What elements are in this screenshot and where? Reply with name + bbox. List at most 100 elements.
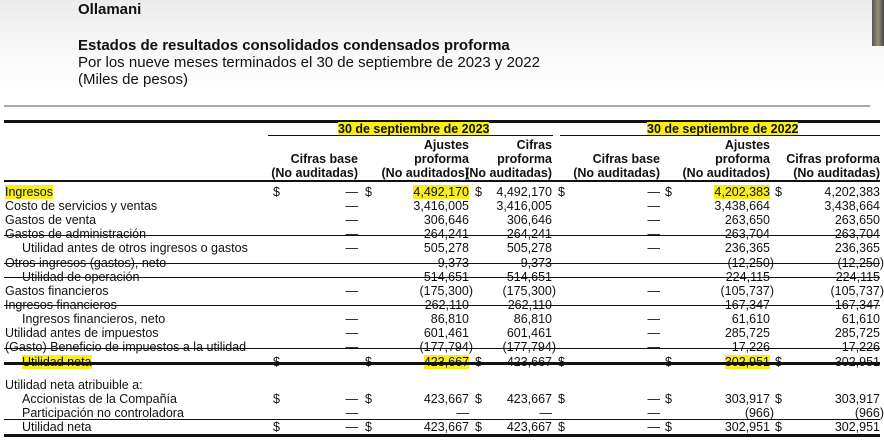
column-header: Cifras base: [290, 152, 358, 166]
cell-value: 86,810: [430, 312, 469, 326]
cell-value: 306,646: [506, 213, 552, 227]
currency-sign: $: [775, 392, 782, 406]
cell-value: 263,704: [724, 227, 770, 241]
cell-value: 423,667: [423, 420, 469, 434]
cell-value: —: [345, 199, 359, 213]
table-row: Ingresos financieros —262,110 262,110—167,…: [0, 298, 884, 312]
attrib-title: Utilidad neta atribuible a:: [5, 378, 143, 392]
table-row: Gastos de administración — 264,241 264,241 —…: [0, 227, 884, 241]
cell-value: 302,951: [724, 420, 770, 434]
currency-sign: $: [558, 420, 565, 434]
cell-value: —: [647, 392, 661, 406]
period-label: 30 de septiembre de 2023: [338, 122, 490, 136]
column-header: proforma: [497, 152, 552, 166]
cell-value: —: [345, 420, 359, 434]
cell-value: 236,365: [724, 241, 770, 255]
row-label: Ingresos: [5, 185, 53, 199]
cell-value: —: [647, 227, 661, 241]
row-label: Gastos de venta: [5, 213, 97, 227]
cell-value: —: [345, 312, 359, 326]
cell-value: (177,794): [419, 340, 473, 354]
cell-value: 423,667: [506, 392, 552, 406]
cell-value: 302,951: [834, 420, 880, 434]
cell-value: —: [647, 340, 661, 354]
column-header: (No auditadas): [573, 166, 660, 180]
row-rule: [4, 235, 880, 236]
cell-value: 423,667: [423, 392, 469, 406]
cell-value: —: [647, 241, 661, 255]
divider: [4, 105, 870, 107]
row-label: Utilidad antes de otros ingresos o gasto…: [22, 241, 248, 255]
currency-sign: $: [475, 185, 482, 199]
cell-value: 86,810: [513, 312, 552, 326]
cell-value: 306,646: [423, 213, 469, 227]
cell-value: 61,610: [731, 312, 770, 326]
currency-sign: $: [365, 420, 372, 434]
cell-value: 4,202,383: [714, 185, 770, 199]
table-row: Accionistas de la Compañía $ — $423,667 $423…: [0, 392, 884, 406]
period-rule: [268, 135, 553, 136]
currency-sign: $: [273, 185, 280, 199]
currency-sign: $: [475, 420, 482, 434]
currency-sign: $: [665, 185, 672, 199]
cell-value: (105,737): [720, 284, 774, 298]
cell-value: —: [647, 420, 661, 434]
column-header: Cifras base: [592, 152, 660, 166]
cell-value: 4,202,383: [824, 185, 880, 199]
cell-value: 303,917: [724, 392, 770, 406]
period-label: 30 de septiembre de 2022: [647, 122, 799, 136]
row-label: Utilidad neta: [22, 420, 92, 434]
cell-value: 3,438,664: [824, 199, 880, 213]
table-row: Gastos financieros — (175,300) (175,300) — (1…: [0, 284, 884, 298]
statement-units: (Miles de pesos): [78, 71, 189, 88]
column-header: Cifras: [516, 138, 552, 152]
cell-value: 264,241: [423, 227, 469, 241]
cell-value: —: [539, 406, 553, 420]
cell-value: —: [345, 326, 359, 340]
currency-sign: $: [365, 392, 372, 406]
period-header: 30 de septiembre de 2022: [647, 122, 799, 136]
cell-value: —: [345, 340, 359, 354]
cell-value: (966): [744, 406, 774, 420]
cell-value: —: [647, 213, 661, 227]
row-label: Participación no controladora: [22, 406, 184, 420]
cell-value: —: [456, 406, 470, 420]
column-header: Cifras proforma: [786, 152, 880, 166]
statement-subtitle: Por los nueve meses terminados el 30 de …: [78, 54, 540, 71]
column-header: (No auditados): [682, 166, 771, 180]
row-rule: [4, 277, 880, 278]
cell-value: 505,278: [506, 241, 552, 255]
row-rule: [4, 434, 880, 437]
table-row: Utilidad antes de otros ingresos o gasto…: [0, 241, 884, 255]
cell-value: —: [647, 406, 661, 420]
cell-value: 285,725: [834, 326, 880, 340]
cell-value: 303,917: [834, 392, 880, 406]
cell-value: 17,226: [841, 340, 880, 354]
header-rule: [4, 180, 880, 182]
cell-value: —: [647, 185, 661, 199]
slide-background: [0, 0, 884, 100]
row-rule: [4, 263, 880, 264]
column-header: Ajustes: [724, 138, 770, 152]
cell-value: —: [647, 199, 661, 213]
column-header: Ajustes: [423, 138, 469, 152]
column-header: (No auditadas): [271, 166, 358, 180]
table-row: Ingresos financieros, neto — 86,810 86,810 —…: [0, 312, 884, 326]
cell-value: (175,300): [502, 284, 556, 298]
company-name: Ollamani: [78, 1, 142, 18]
currency-sign: $: [558, 185, 565, 199]
cell-value: 4,492,170: [496, 185, 552, 199]
cell-value: 3,416,005: [413, 199, 469, 213]
currency-sign: $: [475, 392, 482, 406]
cell-value: —: [345, 227, 359, 241]
table-top-rule: [4, 120, 880, 123]
table-row: Participación no controladora — — — — (966) (9…: [0, 406, 884, 420]
cell-value: (105,737): [830, 284, 884, 298]
cell-value: (177,794): [502, 340, 556, 354]
cell-value: 3,416,005: [496, 199, 552, 213]
cell-value: —: [345, 185, 359, 199]
cell-value: 264,241: [506, 227, 552, 241]
row-label: Gastos de administración: [5, 227, 147, 241]
cell-value: 505,278: [423, 241, 469, 255]
currency-sign: $: [665, 392, 672, 406]
